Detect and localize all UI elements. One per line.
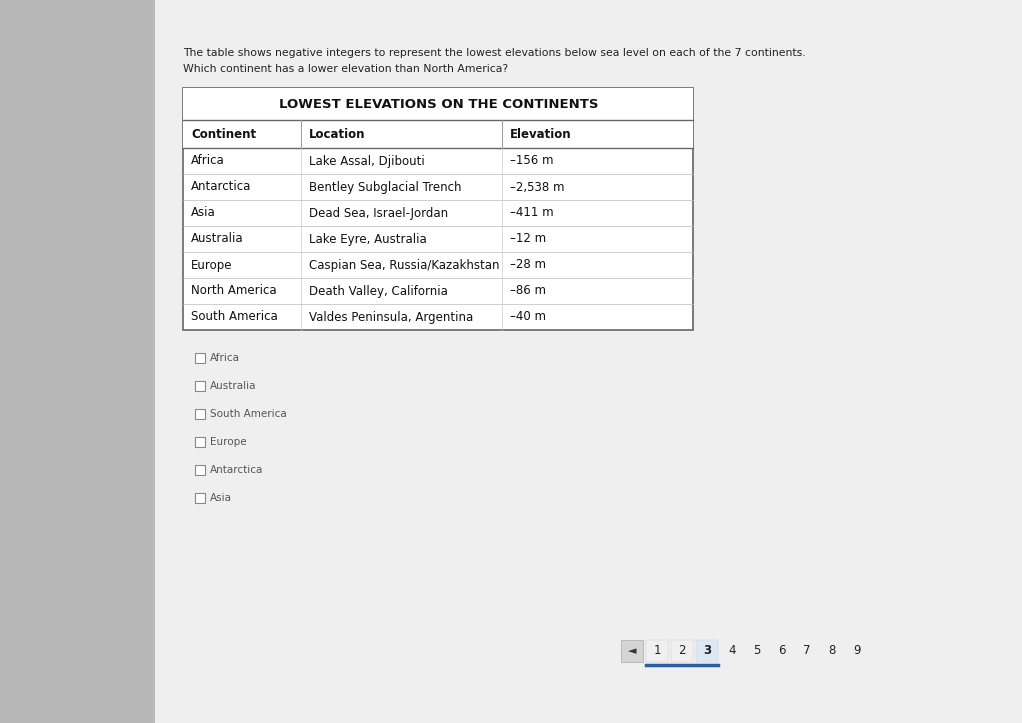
Text: Lake Eyre, Australia: Lake Eyre, Australia xyxy=(309,233,426,246)
Text: Bentley Subglacial Trench: Bentley Subglacial Trench xyxy=(309,181,461,194)
Bar xyxy=(621,640,643,662)
Text: Africa: Africa xyxy=(211,353,240,363)
Text: –40 m: –40 m xyxy=(510,310,546,323)
Text: Europe: Europe xyxy=(191,259,233,272)
Text: Asia: Asia xyxy=(211,493,232,503)
Text: Australia: Australia xyxy=(211,381,257,391)
Text: Australia: Australia xyxy=(191,233,244,246)
Bar xyxy=(183,88,693,120)
Text: 3: 3 xyxy=(703,644,711,657)
Text: Which continent has a lower elevation than North America?: Which continent has a lower elevation th… xyxy=(183,64,509,74)
Bar xyxy=(195,409,205,419)
Text: –2,538 m: –2,538 m xyxy=(510,181,564,194)
Text: Dead Sea, Israel-Jordan: Dead Sea, Israel-Jordan xyxy=(309,207,448,220)
Bar xyxy=(671,640,693,662)
Bar xyxy=(155,0,1022,723)
Bar xyxy=(195,465,205,475)
Text: 7: 7 xyxy=(803,644,810,657)
Text: 8: 8 xyxy=(828,644,836,657)
Text: –411 m: –411 m xyxy=(510,207,554,220)
Bar xyxy=(183,120,693,148)
Bar xyxy=(0,0,155,723)
Text: –86 m: –86 m xyxy=(510,284,546,297)
Text: LOWEST ELEVATIONS ON THE CONTINENTS: LOWEST ELEVATIONS ON THE CONTINENTS xyxy=(279,98,598,111)
Text: South America: South America xyxy=(191,310,278,323)
Text: Antarctica: Antarctica xyxy=(211,465,264,475)
Bar xyxy=(646,640,668,662)
Text: Europe: Europe xyxy=(211,437,247,447)
Bar xyxy=(696,640,718,662)
Bar xyxy=(195,437,205,447)
Text: 1: 1 xyxy=(653,644,661,657)
Text: –28 m: –28 m xyxy=(510,259,546,272)
Text: Valdes Peninsula, Argentina: Valdes Peninsula, Argentina xyxy=(309,310,473,323)
Text: Location: Location xyxy=(309,127,365,140)
Text: South America: South America xyxy=(211,409,287,419)
Text: 6: 6 xyxy=(778,644,786,657)
Bar xyxy=(195,381,205,391)
Bar xyxy=(195,493,205,503)
Text: 5: 5 xyxy=(753,644,760,657)
Bar xyxy=(183,88,693,330)
Text: North America: North America xyxy=(191,284,277,297)
Text: Antarctica: Antarctica xyxy=(191,181,251,194)
Text: Asia: Asia xyxy=(191,207,216,220)
Text: –156 m: –156 m xyxy=(510,155,554,168)
Text: The table shows negative integers to represent the lowest elevations below sea l: The table shows negative integers to rep… xyxy=(183,48,806,58)
Text: 2: 2 xyxy=(679,644,686,657)
Bar xyxy=(195,353,205,363)
Text: Death Valley, California: Death Valley, California xyxy=(309,284,448,297)
Text: 9: 9 xyxy=(853,644,861,657)
Text: ◄: ◄ xyxy=(628,646,637,656)
Text: Elevation: Elevation xyxy=(510,127,571,140)
Text: Lake Assal, Djibouti: Lake Assal, Djibouti xyxy=(309,155,424,168)
Text: Caspian Sea, Russia/Kazakhstan: Caspian Sea, Russia/Kazakhstan xyxy=(309,259,499,272)
Text: Continent: Continent xyxy=(191,127,257,140)
Text: Africa: Africa xyxy=(191,155,225,168)
Text: –12 m: –12 m xyxy=(510,233,546,246)
Text: 4: 4 xyxy=(729,644,736,657)
